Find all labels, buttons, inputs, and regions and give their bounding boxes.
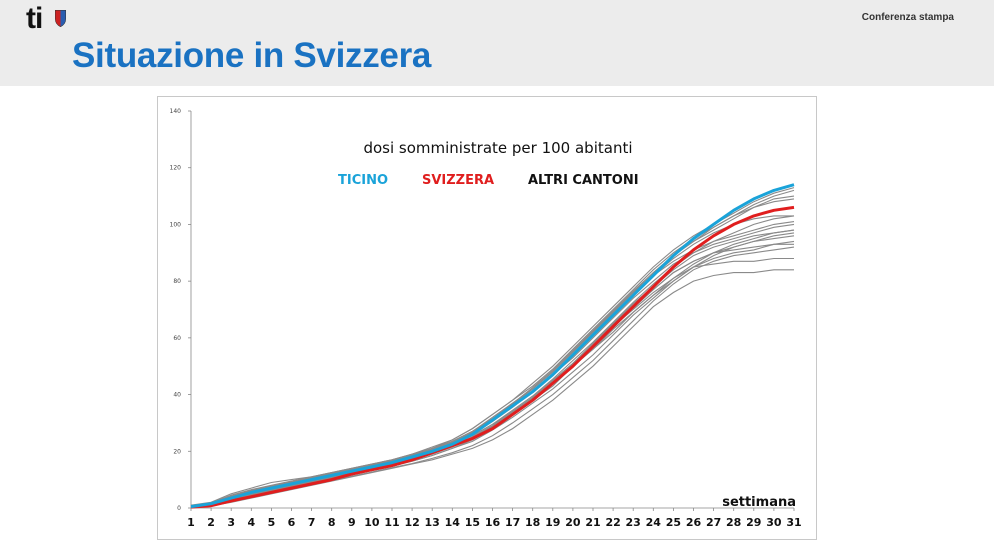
x-axis-title: settimana	[722, 495, 796, 510]
y-tick-label: 40	[173, 392, 181, 399]
x-tick-label: 2	[207, 516, 215, 529]
x-axis-ticks: 1 2 3 4 5 6 7 8 9 10 11 12 13 14 15 16 17 18 19 20 21 22 23 24 2…	[187, 508, 802, 529]
other-canton-line	[190, 198, 795, 506]
other-canton-line	[190, 235, 795, 507]
other-canton-line	[190, 240, 795, 508]
x-tick-label: 12	[404, 516, 419, 529]
y-tick-label: 120	[170, 165, 182, 172]
x-tick-label: 8	[328, 516, 336, 529]
page-title: Situazione in Svizzera	[72, 36, 432, 75]
x-tick-label: 5	[268, 516, 276, 529]
y-tick-label: 80	[173, 278, 181, 285]
x-tick-label: 21	[585, 516, 600, 529]
legend-svizzera: SVIZZERA	[422, 173, 494, 188]
x-tick-label: 23	[626, 516, 641, 529]
crest-icon	[55, 10, 66, 27]
svizzera-line	[190, 205, 795, 509]
ticino-logo: ti	[26, 2, 43, 35]
legend-ticino: TICINO	[338, 173, 388, 188]
other-canton-line	[190, 243, 794, 508]
x-tick-label: 29	[746, 516, 761, 529]
other-canton-line	[190, 229, 795, 508]
y-tick-label: 60	[173, 335, 181, 342]
x-tick-label: 6	[288, 516, 296, 529]
x-tick-label: 25	[666, 516, 681, 529]
x-tick-label: 28	[726, 516, 741, 529]
y-tick-label: 0	[177, 505, 181, 512]
x-tick-label: 24	[646, 516, 662, 529]
chart-title: dosi somministrate per 100 abitanti	[363, 139, 632, 157]
other-canton-line	[190, 221, 795, 507]
other-cantons-lines	[190, 187, 795, 508]
x-tick-label: 26	[686, 516, 702, 529]
y-tick-label: 100	[170, 221, 182, 228]
x-tick-label: 31	[786, 516, 801, 529]
main-series-lines	[190, 183, 795, 509]
other-canton-line	[190, 246, 795, 508]
other-canton-line	[190, 229, 795, 508]
x-tick-label: 19	[545, 516, 560, 529]
ticino-line	[190, 183, 795, 509]
other-canton-line	[190, 223, 795, 507]
chart-frame: dosi somministrate per 100 abitanti TICI…	[157, 96, 817, 540]
other-canton-line	[190, 232, 795, 508]
x-tick-label: 30	[766, 516, 782, 529]
y-axis-ticks: 0 20 40 60 80 100 120 140	[170, 108, 191, 512]
other-canton-line	[190, 257, 794, 508]
x-tick-label: 18	[525, 516, 540, 529]
x-tick-label: 3	[227, 516, 235, 529]
press-conference-label: Conferenza stampa	[861, 12, 954, 23]
x-tick-label: 17	[505, 516, 520, 529]
y-tick-label: 140	[170, 108, 182, 115]
x-tick-label: 11	[384, 516, 399, 529]
other-canton-line	[190, 189, 795, 507]
x-tick-label: 22	[605, 516, 620, 529]
other-canton-line	[190, 215, 795, 507]
x-tick-label: 16	[485, 516, 501, 529]
x-tick-label: 14	[445, 516, 461, 529]
x-tick-label: 7	[308, 516, 316, 529]
legend-altri-cantoni: ALTRI CANTONI	[528, 173, 639, 188]
y-tick-label: 20	[173, 448, 181, 455]
x-tick-label: 1	[187, 516, 195, 529]
x-tick-label: 27	[706, 516, 721, 529]
x-tick-label: 9	[348, 516, 356, 529]
header-bar: ti Conferenza stampa Situazione in Svizz…	[0, 0, 994, 86]
x-tick-label: 15	[465, 516, 480, 529]
x-tick-label: 13	[425, 516, 440, 529]
other-canton-line	[190, 269, 794, 508]
x-tick-label: 10	[364, 516, 380, 529]
vaccination-chart: dosi somministrate per 100 abitanti TICI…	[170, 108, 802, 529]
x-tick-label: 20	[565, 516, 581, 529]
other-canton-line	[190, 215, 794, 507]
x-tick-label: 4	[247, 516, 255, 529]
chart-axes	[190, 111, 794, 509]
